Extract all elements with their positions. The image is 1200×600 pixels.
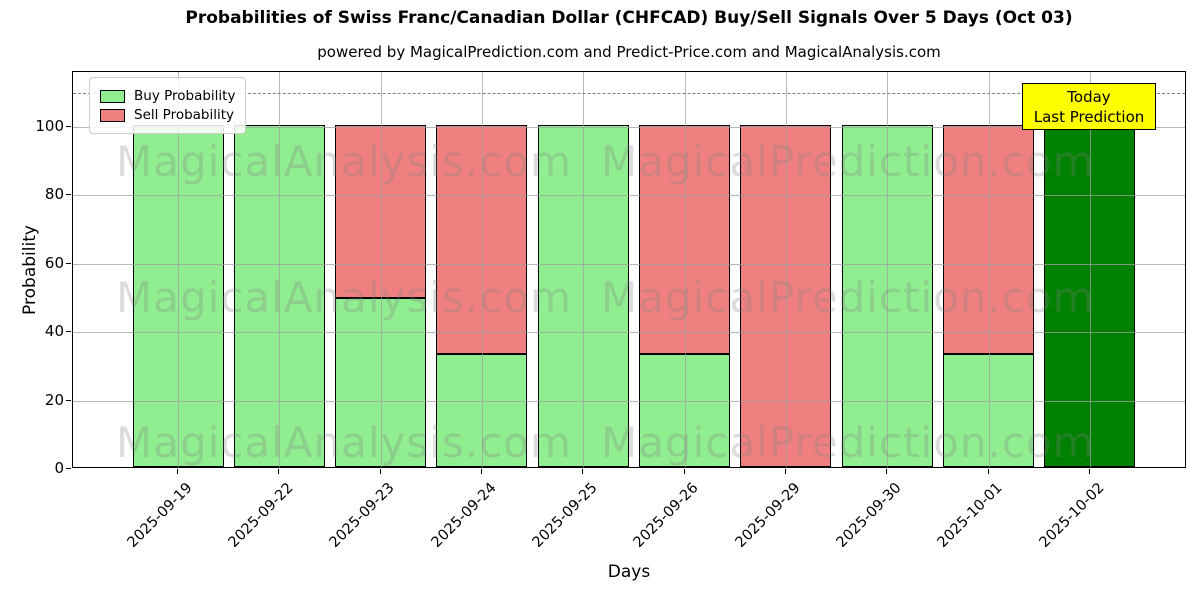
xtick-mark-2025-09-26 xyxy=(683,469,685,474)
ytick-label-60: 60 xyxy=(44,253,64,272)
bar-buy-2025-09-24 xyxy=(436,354,528,467)
plot-area: MagicalAnalysis.com MagicalPrediction.com… xyxy=(72,71,1186,468)
legend-row-buy: Buy Probability xyxy=(100,88,235,104)
xtick-label-2025-10-02: 2025-10-02 xyxy=(1036,480,1108,551)
xtick-label-2025-09-22: 2025-09-22 xyxy=(225,480,297,551)
ytick-label-80: 80 xyxy=(44,185,64,204)
legend-buy-label: Buy Probability xyxy=(134,88,236,104)
today-annotation-line1: Today xyxy=(1067,87,1111,106)
sell-swatch-icon xyxy=(100,108,125,122)
buy-swatch-icon xyxy=(100,89,125,103)
bar-buy-2025-09-26 xyxy=(639,354,731,467)
bar-buy-2025-09-23 xyxy=(335,297,427,467)
xtick-mark-2025-09-30 xyxy=(886,469,888,474)
bar-buy-2025-10-02 xyxy=(1044,124,1136,467)
bar-sell-2025-10-01 xyxy=(943,124,1035,355)
ytick-mark-100 xyxy=(66,125,71,127)
xtick-label-2025-10-01: 2025-10-01 xyxy=(935,480,1006,551)
xtick-label-2025-09-25: 2025-09-25 xyxy=(529,480,601,551)
xtick-mark-2025-09-19 xyxy=(177,469,178,474)
ytick-mark-40 xyxy=(66,331,71,333)
xtick-label-2025-09-29: 2025-09-29 xyxy=(732,480,804,551)
ytick-label-40: 40 xyxy=(44,322,64,341)
xtick-label-2025-09-24: 2025-09-24 xyxy=(428,480,500,551)
ytick-label-0: 0 xyxy=(54,459,64,477)
ytick-label-100: 100 xyxy=(35,116,64,135)
bar-buy-2025-09-30 xyxy=(841,124,933,467)
legend-row-sell: Sell Probability xyxy=(100,107,235,123)
legend-sell-label: Sell Probability xyxy=(134,107,235,123)
bar-sell-2025-09-29 xyxy=(740,124,832,467)
xtick-mark-2025-09-25 xyxy=(582,469,584,474)
ytick-mark-80 xyxy=(66,194,71,196)
xtick-mark-2025-10-02 xyxy=(1088,469,1090,474)
xtick-mark-2025-09-22 xyxy=(278,469,280,474)
chart-title: Probabilities of Swiss Franc/Canadian Do… xyxy=(185,8,1073,28)
ytick-mark-60 xyxy=(66,262,71,264)
xtick-label-2025-09-19: 2025-09-19 xyxy=(124,480,196,551)
x-axis-label: Days xyxy=(607,562,651,582)
bar-buy-2025-09-22 xyxy=(233,124,325,467)
ytick-label-20: 20 xyxy=(44,390,64,409)
today-annotation-box: Today Last Prediction xyxy=(1022,83,1156,130)
chart-subtitle: powered by MagicalPrediction.com and Pre… xyxy=(317,43,941,61)
bar-sell-2025-09-23 xyxy=(335,124,427,298)
xtick-mark-2025-09-23 xyxy=(379,469,381,474)
bar-sell-2025-09-26 xyxy=(639,124,731,355)
xtick-label-2025-09-30: 2025-09-30 xyxy=(833,480,905,551)
bar-buy-2025-10-01 xyxy=(943,354,1035,467)
xtick-mark-2025-10-01 xyxy=(987,469,989,474)
ytick-mark-20 xyxy=(66,399,71,401)
xtick-mark-2025-09-24 xyxy=(480,469,482,474)
bar-buy-2025-09-19 xyxy=(132,124,224,467)
xtick-label-2025-09-26: 2025-09-26 xyxy=(631,480,702,551)
bar-sell-2025-09-24 xyxy=(436,124,528,355)
bar-buy-2025-09-25 xyxy=(537,124,629,467)
xtick-label-2025-09-23: 2025-09-23 xyxy=(327,480,398,551)
today-annotation-line2: Last Prediction xyxy=(1033,107,1145,126)
xtick-mark-2025-09-29 xyxy=(784,469,786,474)
legend: Buy Probability Sell Probability xyxy=(89,77,247,134)
ytick-mark-0 xyxy=(66,468,71,469)
